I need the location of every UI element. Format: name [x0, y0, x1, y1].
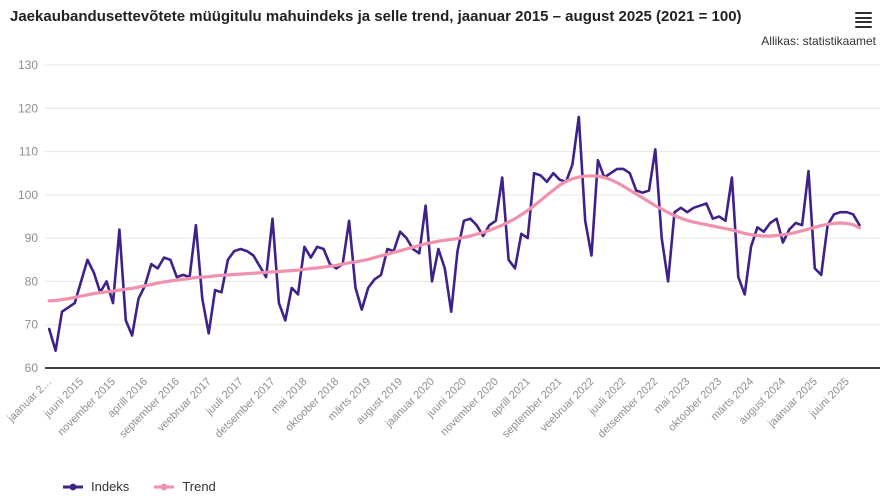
y-axis-tick-label: 90 — [25, 231, 39, 245]
y-axis-tick-label: 70 — [25, 318, 39, 332]
trend-legend-marker — [154, 483, 175, 490]
x-axis-tick-label: detsember 2017 — [213, 376, 278, 441]
legend: Indeks Trend — [62, 479, 216, 494]
y-axis-tick-label: 120 — [18, 101, 38, 115]
chart-source: Allikas: statistikaamet — [761, 34, 876, 48]
legend-item-indeks[interactable]: Indeks — [62, 479, 129, 494]
y-axis-tick-label: 100 — [18, 188, 38, 202]
indeks-legend-marker — [63, 483, 83, 490]
hamburger-menu-icon[interactable] — [855, 11, 872, 29]
y-axis-tick-label: 110 — [19, 145, 38, 159]
legend-item-trend[interactable]: Trend — [153, 479, 216, 494]
series-line-trend — [47, 174, 862, 303]
legend-label-indeks: Indeks — [91, 479, 130, 494]
y-axis-tick-label: 60 — [25, 361, 39, 375]
x-axis-tick-label: detsember 2022 — [596, 376, 661, 441]
y-axis-tick-label: 80 — [25, 274, 39, 288]
series-line-indeks — [47, 115, 861, 353]
x-axis-tick-label: november 2015 — [56, 376, 119, 439]
legend-label-trend: Trend — [182, 479, 216, 494]
x-axis-tick-label: november 2020 — [438, 376, 501, 439]
y-axis-tick-label: 130 — [18, 58, 38, 72]
chart-title: Jaekaubandusettevõtete müügitulu mahuind… — [10, 8, 742, 25]
